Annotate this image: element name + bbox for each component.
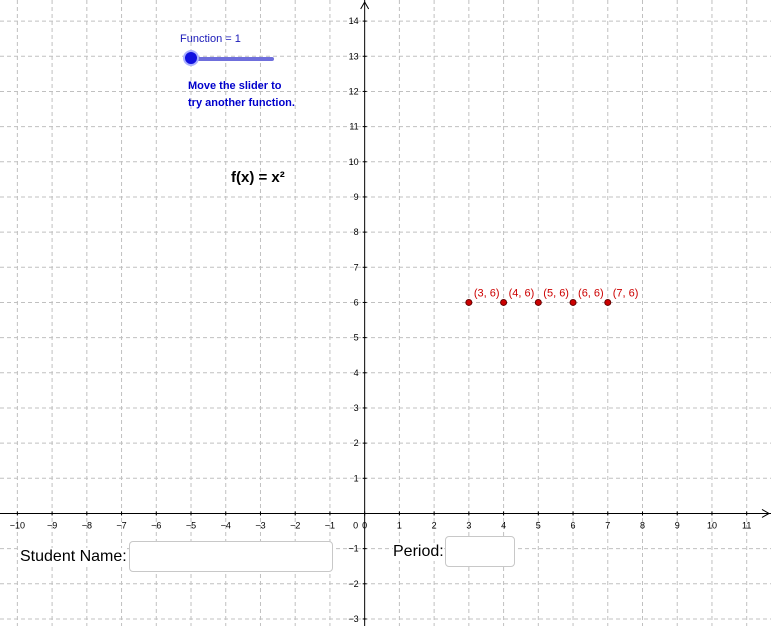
x-tick-label: −7 — [116, 520, 126, 530]
point-label: (7, 6) — [613, 287, 639, 299]
point-label: (5, 6) — [543, 287, 569, 299]
y-tick-label: 3 — [354, 403, 359, 413]
y-tick-label: 12 — [349, 86, 359, 96]
y-tick-label: 8 — [354, 227, 359, 237]
x-tick-label: 10 — [707, 520, 717, 530]
y-tick-label: 5 — [354, 333, 359, 343]
point-label: (6, 6) — [578, 287, 604, 299]
tick-labels: −10 −9 −8 −7 −6 −5 −4 −3 −2 −1 0 1 2 3 4 5 6 7 8 9 10 110−3−2… — [10, 16, 752, 624]
slider-hint: Move the slider to try another function. — [188, 78, 295, 112]
y-tick-label: 4 — [354, 368, 359, 378]
data-point[interactable] — [500, 298, 508, 306]
x-tick-label: −10 — [10, 520, 25, 530]
x-tick-label: −9 — [47, 520, 57, 530]
x-tick-label: 6 — [571, 520, 576, 530]
y-tick-label: 13 — [349, 51, 359, 61]
points[interactable]: (3, 6) (4, 6) (5, 6) (6, 6) (7, 6) — [465, 287, 639, 306]
y-tick-label: 6 — [354, 297, 359, 307]
data-point[interactable] — [534, 298, 542, 306]
x-tick-label: −5 — [186, 520, 196, 530]
x-tick-label: 9 — [675, 520, 680, 530]
x-tick-label: −2 — [290, 520, 300, 530]
point-label: (3, 6) — [474, 287, 500, 299]
function-slider-track[interactable] — [192, 57, 274, 61]
slider-label: Function = 1 — [180, 33, 241, 45]
y-axis-arrow-icon — [360, 0, 370, 10]
student-name-label: Student Name: — [20, 548, 127, 566]
x-tick-label: −6 — [151, 520, 161, 530]
student-name-input[interactable] — [129, 541, 333, 572]
data-point[interactable] — [569, 298, 577, 306]
slider-hint-line-2: try another function. — [188, 97, 295, 109]
y-tick-label: −1 — [348, 544, 358, 554]
period-input[interactable] — [445, 536, 515, 567]
y-tick-label: 14 — [349, 16, 359, 26]
point-label: (4, 6) — [509, 287, 535, 299]
slider-hint-line-1: Move the slider to — [188, 80, 282, 92]
x-tick-label: 11 — [742, 520, 751, 530]
period-label: Period: — [393, 543, 444, 561]
x-tick-label: 7 — [605, 520, 610, 530]
y-tick-label: 2 — [354, 438, 359, 448]
y-tick-label: −2 — [348, 579, 358, 589]
function-slider-knob[interactable] — [183, 50, 199, 66]
x-tick-label: −8 — [82, 520, 92, 530]
y-tick-label: 7 — [354, 262, 359, 272]
y-tick-label: −3 — [348, 614, 358, 624]
x-tick-label: 3 — [466, 520, 471, 530]
x-tick-label: −1 — [325, 520, 335, 530]
y-tick-label: 10 — [349, 157, 359, 167]
x-tick-label: 8 — [640, 520, 645, 530]
x-tick-label: 1 — [397, 520, 402, 530]
y-tick-label: 1 — [354, 473, 359, 483]
x-axis-arrow-icon — [761, 509, 771, 518]
x-tick-label: 5 — [536, 520, 541, 530]
function-text: f(x) = x² — [231, 169, 285, 186]
x-tick-label: 0 — [362, 520, 367, 530]
x-tick-label: −4 — [221, 520, 231, 530]
y-tick-label: 11 — [349, 122, 358, 132]
origin-label: 0 — [353, 520, 358, 530]
y-tick-label: 9 — [354, 192, 359, 202]
data-point[interactable] — [465, 298, 473, 306]
x-tick-label: 4 — [501, 520, 506, 530]
x-tick-label: 2 — [432, 520, 437, 530]
data-point[interactable] — [604, 298, 612, 306]
x-tick-label: −3 — [255, 520, 265, 530]
